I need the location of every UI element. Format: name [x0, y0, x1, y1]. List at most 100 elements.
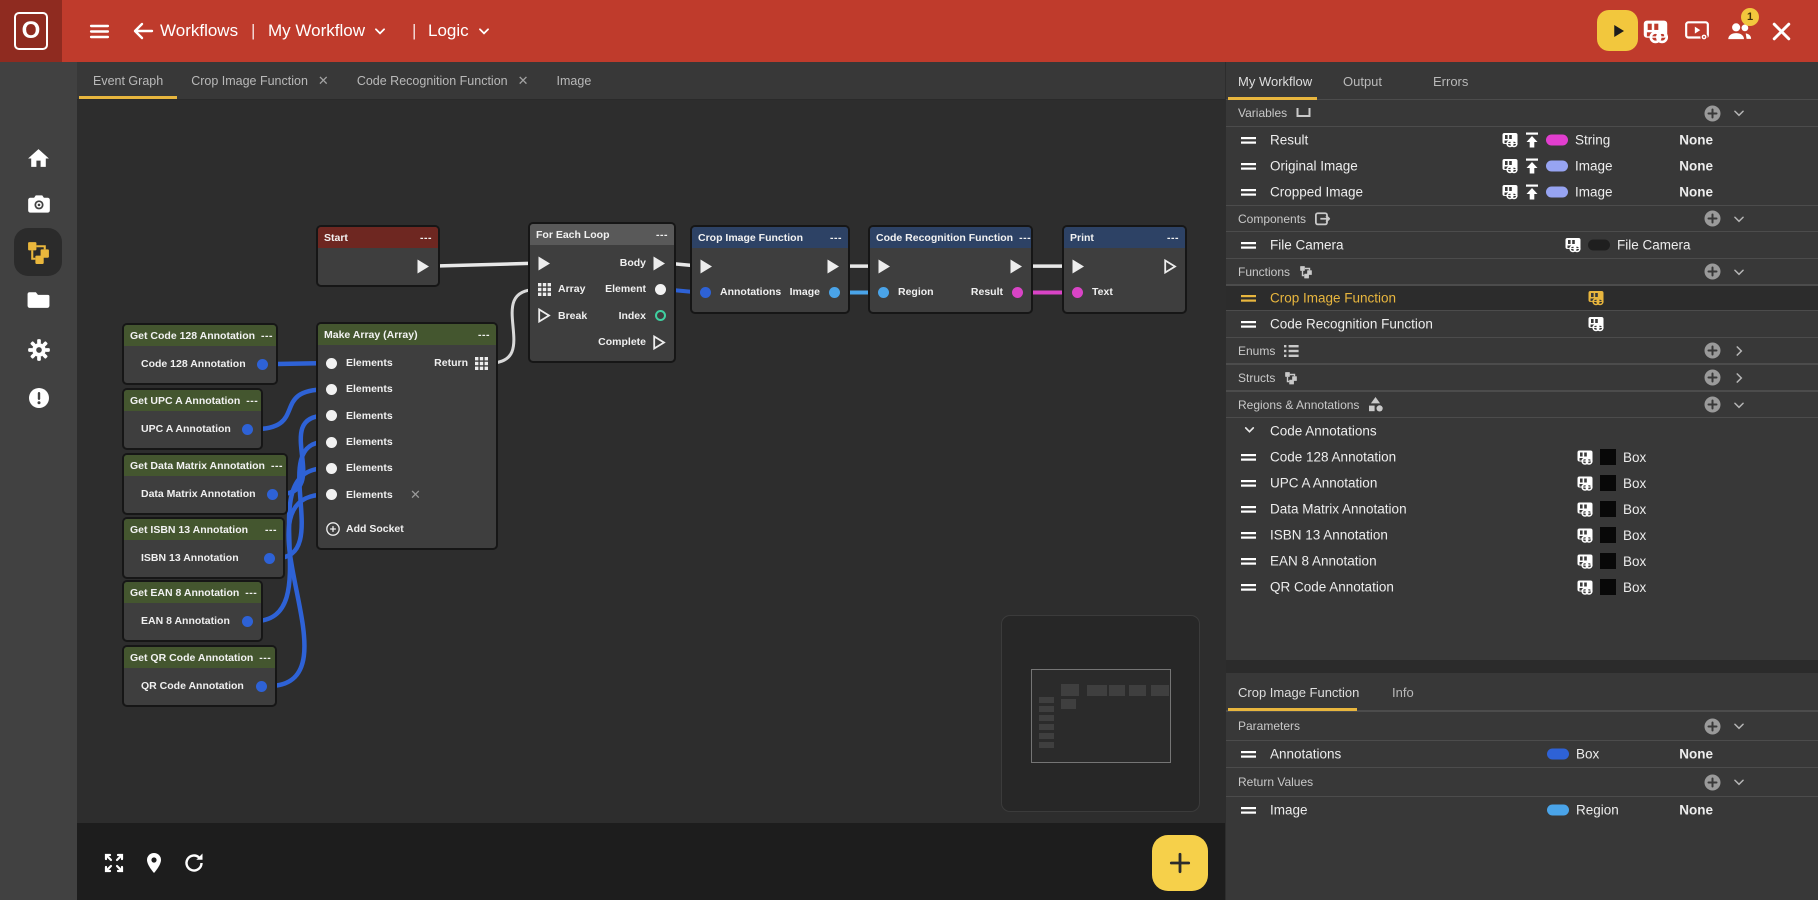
add-icon[interactable]: [1704, 718, 1721, 735]
data-pin[interactable]: [878, 286, 889, 298]
graph-node-makearray[interactable]: Make Array (Array) --- Elements Return Eleme…: [316, 322, 498, 551]
graph-node-gdm[interactable]: Get Data Matrix Annotation --- Data Matrix…: [122, 453, 288, 516]
node-title-bar[interactable]: For Each Loop ---: [530, 224, 674, 245]
exec-pin-hollow[interactable]: [653, 334, 666, 350]
node-title-bar[interactable]: Get UPC A Annotation ---: [124, 390, 261, 411]
locate-button[interactable]: [142, 851, 166, 875]
drag-handle-icon[interactable]: [1241, 532, 1256, 540]
canvas-tab-event-graph[interactable]: Event Graph: [79, 62, 178, 99]
panel-row-image[interactable]: Image Region None: [1226, 797, 1818, 823]
node-menu-icon[interactable]: ---: [1167, 231, 1179, 244]
panel-row-code-128-annotation[interactable]: Code 128 Annotation Box: [1226, 444, 1818, 470]
sidebar-item-camera[interactable]: [0, 182, 77, 226]
panel-row-crop-image-function[interactable]: Crop Image Function: [1226, 285, 1818, 311]
canvas-tab-image[interactable]: Image: [543, 62, 606, 99]
panel-row-code-recognition-function[interactable]: Code Recognition Function: [1226, 311, 1818, 337]
data-pin[interactable]: [326, 410, 337, 422]
chevron-down-icon[interactable]: [1732, 106, 1746, 120]
drag-handle-icon[interactable]: [1241, 137, 1256, 145]
data-pin[interactable]: [326, 436, 337, 448]
graph-node-print[interactable]: Print --- Text: [1062, 225, 1187, 314]
menu-button[interactable]: [88, 0, 111, 62]
panel-row-result[interactable]: Result String None: [1226, 127, 1818, 153]
panel-row-annotations[interactable]: Annotations Box None: [1226, 741, 1818, 767]
drag-handle-icon[interactable]: [1241, 295, 1256, 303]
graph-node-crop[interactable]: Crop Image Function --- Annotations Image: [690, 225, 850, 314]
node-menu-icon[interactable]: ---: [270, 459, 283, 472]
add-icon[interactable]: [1704, 263, 1721, 280]
data-pin[interactable]: [326, 489, 337, 501]
add-node-button[interactable]: [1152, 835, 1208, 891]
node-title-bar[interactable]: Print ---: [1064, 227, 1185, 248]
node-menu-icon[interactable]: ---: [246, 394, 259, 407]
data-pin[interactable]: [700, 286, 711, 298]
detail-tab-info[interactable]: Info: [1392, 684, 1414, 700]
chevron-down-icon[interactable]: [1732, 212, 1746, 226]
sidebar-item-files[interactable]: [0, 277, 77, 321]
drag-handle-icon[interactable]: [1241, 242, 1256, 250]
panel-tab-errors[interactable]: Errors: [1433, 73, 1469, 89]
node-title-bar[interactable]: Get QR Code Annotation ---: [124, 647, 275, 668]
node-menu-icon[interactable]: ---: [420, 231, 432, 244]
node-title-bar[interactable]: Get ISBN 13 Annotation ---: [124, 519, 283, 540]
chevron-down-icon[interactable]: [1732, 719, 1746, 733]
chevron-down-icon[interactable]: [1732, 265, 1746, 279]
data-pin[interactable]: [326, 462, 337, 474]
node-menu-icon[interactable]: ---: [259, 651, 272, 664]
panel-row-ean-8-annotation[interactable]: EAN 8 Annotation Box: [1226, 548, 1818, 574]
node-menu-icon[interactable]: ---: [1019, 231, 1031, 244]
graph-node-gisbn[interactable]: Get ISBN 13 Annotation --- ISBN 13 Annotat…: [122, 517, 285, 580]
data-pin[interactable]: [829, 286, 840, 298]
data-pin[interactable]: [655, 283, 666, 295]
add-icon[interactable]: [1704, 396, 1721, 413]
node-title-bar[interactable]: Crop Image Function ---: [692, 227, 848, 248]
exec-pin[interactable]: [538, 256, 551, 271]
exec-pin-hollow[interactable]: [538, 308, 551, 324]
close-tools-button[interactable]: [1769, 0, 1794, 62]
drag-handle-icon[interactable]: [1241, 751, 1256, 759]
sidebar-item-workflows[interactable]: [0, 230, 77, 274]
sidebar-item-settings[interactable]: [0, 328, 77, 372]
data-pin[interactable]: [242, 615, 253, 627]
data-pin[interactable]: [1072, 286, 1083, 298]
annotation-group-row[interactable]: Code Annotations: [1226, 418, 1818, 444]
graph-node-gean[interactable]: Get EAN 8 Annotation --- EAN 8 Annotation: [122, 580, 263, 643]
add-icon[interactable]: [1704, 774, 1721, 791]
minimap[interactable]: [1001, 615, 1200, 812]
data-pin[interactable]: [326, 357, 337, 369]
sidebar-item-alerts[interactable]: [0, 376, 77, 420]
node-menu-icon[interactable]: ---: [265, 523, 277, 536]
node-title-bar[interactable]: Code Recognition Function ---: [870, 227, 1031, 248]
data-pin[interactable]: [264, 552, 275, 564]
exec-pin[interactable]: [653, 256, 666, 271]
panel-row-qr-code-annotation[interactable]: QR Code Annotation Box: [1226, 574, 1818, 600]
panel-tab-output[interactable]: Output: [1343, 73, 1383, 89]
exec-pin[interactable]: [417, 259, 430, 274]
chevron-down-icon[interactable]: [1732, 775, 1746, 789]
graph-node-foreach[interactable]: For Each Loop --- Body Array Element Break Ind…: [528, 222, 676, 364]
add-icon[interactable]: [1704, 369, 1721, 386]
detail-tab-crop-image-function[interactable]: Crop Image Function: [1238, 684, 1360, 700]
node-menu-icon[interactable]: ---: [656, 228, 668, 241]
add-icon[interactable]: [1704, 342, 1721, 359]
graph-node-coderec[interactable]: Code Recognition Function --- Region Result: [868, 225, 1033, 314]
canvas-tab-code-recognition-function[interactable]: Code Recognition Function ✕: [343, 62, 543, 99]
data-pin[interactable]: [256, 680, 267, 692]
panel-row-original-image[interactable]: Original Image Image None: [1226, 153, 1818, 179]
canvas-tab-crop-image-function[interactable]: Crop Image Function ✕: [177, 62, 343, 99]
section-selector[interactable]: Logic: [428, 0, 491, 62]
drag-handle-icon[interactable]: [1241, 506, 1256, 514]
minimap-viewport[interactable]: [1031, 669, 1171, 763]
fit-view-button[interactable]: [102, 851, 126, 875]
back-button[interactable]: [131, 0, 155, 62]
drag-handle-icon[interactable]: [1241, 321, 1256, 329]
data-pin[interactable]: [267, 488, 278, 500]
exec-pin[interactable]: [827, 259, 840, 274]
graph-node-g128[interactable]: Get Code 128 Annotation --- Code 128 Annot…: [122, 323, 278, 386]
graph-node-gqr[interactable]: Get QR Code Annotation --- QR Code Annotat…: [122, 645, 277, 708]
workflow-selector[interactable]: My Workflow: [268, 0, 387, 62]
node-menu-icon[interactable]: ---: [830, 231, 842, 244]
tab-close-icon[interactable]: ✕: [317, 72, 329, 88]
array-pin[interactable]: [475, 356, 488, 370]
node-title-bar[interactable]: Get EAN 8 Annotation ---: [124, 582, 261, 603]
